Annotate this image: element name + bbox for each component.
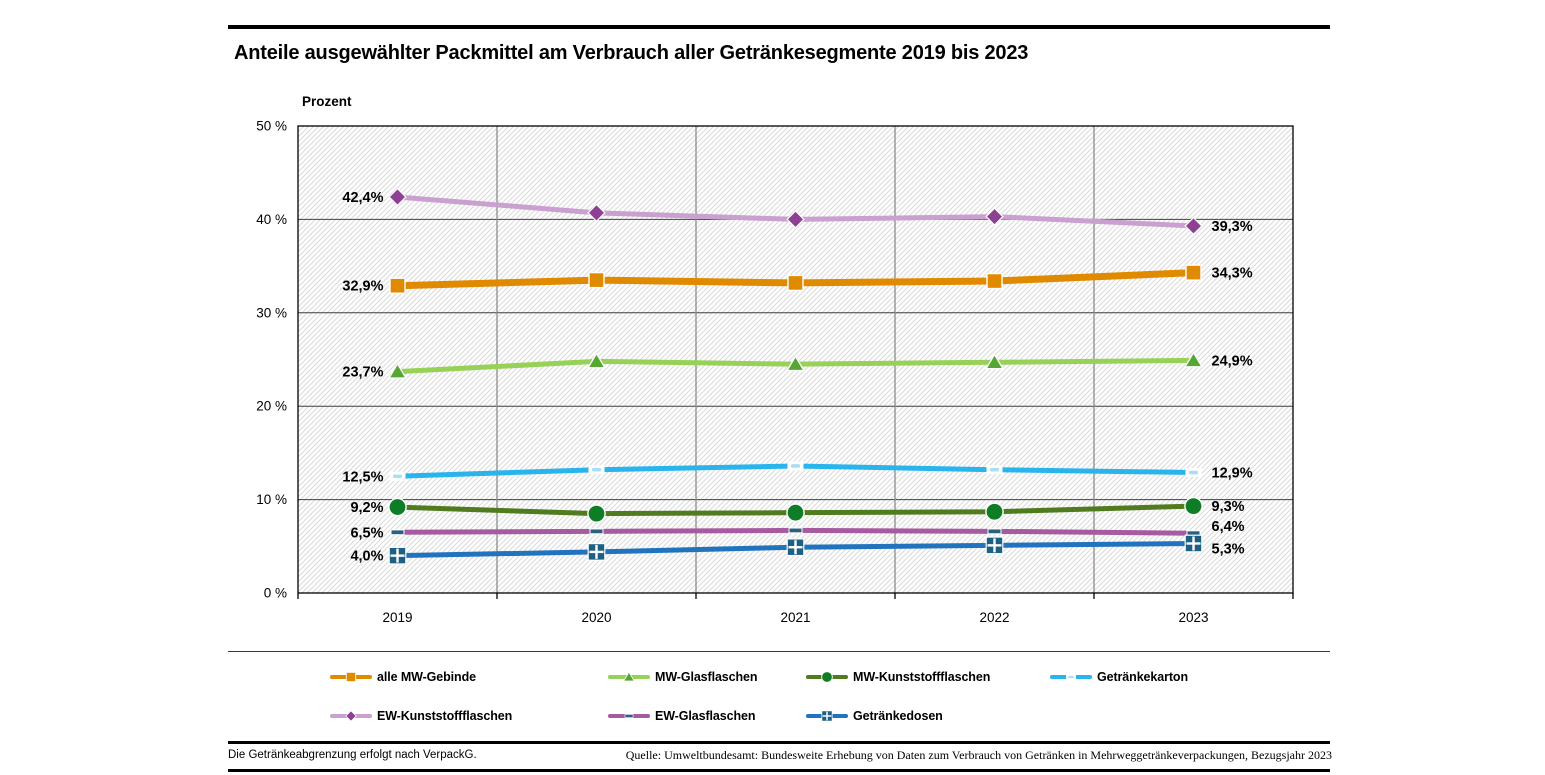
y-tick-label: 50 %: [256, 119, 287, 134]
legend-label: Getränkekarton: [1097, 670, 1188, 684]
legend-swatch-circle-icon: [806, 671, 848, 683]
x-tick-label: 2023: [1178, 610, 1208, 625]
legend-swatch-dash-light-icon: [1050, 674, 1092, 680]
data-label-last: 9,3%: [1212, 499, 1245, 515]
legend-label: MW-Glasflaschen: [655, 670, 758, 684]
page-title: Anteile ausgewählter Packmittel am Verbr…: [234, 42, 1029, 64]
legend-label: EW-Glasflaschen: [655, 709, 756, 723]
legend-label: MW-Kunststoffflaschen: [853, 670, 991, 684]
legend-item-MW-Glasflaschen: MW-Glasflaschen: [608, 668, 758, 686]
y-tick-label: 0 %: [264, 586, 287, 601]
series-Getränkedosen: 4,0% 5,3%: [350, 534, 1245, 565]
bottom-rule: [228, 769, 1330, 772]
legend-item-Getränkekarton: Getränkekarton: [1050, 668, 1188, 686]
legend-swatch-diamond-icon: [330, 710, 372, 722]
y-tick-label: 10 %: [256, 492, 287, 507]
data-label-first: 4,0%: [350, 549, 383, 565]
x-tick-label: 2019: [382, 610, 412, 625]
data-label-last: 6,4%: [1212, 519, 1245, 535]
series-EW-Kunststoffflaschen: 42,4% 39,3%: [342, 187, 1253, 236]
y-tick-label: 20 %: [256, 399, 287, 414]
data-label-first: 23,7%: [342, 365, 383, 381]
legend-item-MW-Kunststoffflaschen: MW-Kunststoffflaschen: [806, 668, 990, 686]
data-label-last: 34,3%: [1212, 266, 1253, 282]
x-axis: 2019 2020 2021 2022 2023: [297, 593, 1294, 625]
legend-item-EW-Kunststoffflaschen: EW-Kunststoffflaschen: [330, 707, 512, 725]
legend-label: EW-Kunststoffflaschen: [377, 709, 513, 723]
y-tick-label: 30 %: [256, 305, 287, 320]
series-alle MW-Gebinde: 32,9% 34,3%: [342, 264, 1253, 295]
data-label-first: 9,2%: [350, 500, 383, 516]
data-label-last: 12,9%: [1212, 466, 1253, 482]
y-axis-title: Prozent: [302, 94, 352, 109]
source-text: Quelle: Umweltbundesamt: Bundesweite Erh…: [625, 748, 1332, 762]
series-Getränkekarton: 12,5% 12,9%: [342, 461, 1253, 485]
legend-swatch-dash-dark-icon: [608, 714, 650, 718]
footnote-text: Die Getränkeabgrenzung erfolgt nach Verp…: [228, 749, 477, 761]
data-label-last: 39,3%: [1212, 219, 1253, 235]
data-label-last: 24,9%: [1212, 353, 1253, 369]
legend-swatch-triangle-icon: [608, 671, 650, 682]
data-label-first: 42,4%: [342, 190, 383, 206]
data-label-first: 6,5%: [350, 525, 383, 541]
x-tick-label: 2020: [581, 610, 611, 625]
legend-swatch-square-icon: [330, 671, 372, 683]
legend-item-alle MW-Gebinde: alle MW-Gebinde: [330, 668, 476, 686]
legend-item-Getränkedosen: Getränkedosen: [806, 707, 943, 725]
legend-separator-rule: [228, 651, 1330, 652]
footer-top-rule: [228, 741, 1330, 744]
legend-label: Getränkedosen: [853, 709, 943, 723]
data-label-last: 5,3%: [1212, 541, 1245, 557]
top-rule: [228, 25, 1330, 29]
data-label-first: 32,9%: [342, 279, 383, 295]
legend-swatch-plus-square-icon: [806, 710, 848, 722]
x-tick-label: 2022: [979, 610, 1009, 625]
y-tick-label: 40 %: [256, 212, 287, 227]
legend-label: alle MW-Gebinde: [377, 670, 476, 684]
legend-item-EW-Glasflaschen: EW-Glasflaschen: [608, 707, 755, 725]
series-MW-Kunststoffflaschen: 9,2% 9,3%: [350, 496, 1245, 523]
data-label-first: 12,5%: [342, 469, 383, 485]
series-EW-Glasflaschen: 6,5% 6,4%: [350, 519, 1244, 541]
x-tick-label: 2021: [780, 610, 810, 625]
series-MW-Glasflaschen: 23,7% 24,9%: [342, 351, 1253, 381]
